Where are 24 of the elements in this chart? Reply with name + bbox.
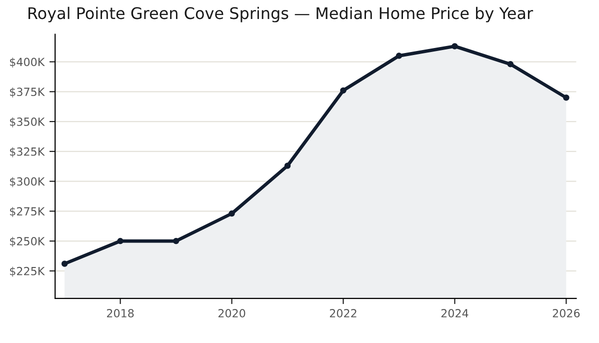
y-tick-label: $275K (10, 206, 45, 218)
y-tick-label: $350K (10, 117, 45, 128)
point (228, 210, 235, 217)
x-tick-label: 2022 (330, 309, 356, 318)
point (117, 238, 124, 244)
point (172, 238, 180, 244)
point (452, 43, 458, 50)
chart-title: Royal Pointe Green Cove Springs — Median Home Price by Year (28, 6, 534, 22)
point (340, 87, 346, 94)
x-tick-label: 2024 (441, 309, 468, 318)
x-tick-label: 2018 (106, 309, 134, 318)
point (284, 162, 291, 169)
x-tick-label: 2020 (218, 309, 246, 318)
y-tick-label: $400K (10, 58, 45, 68)
y-tick-label: $375K (10, 87, 45, 98)
y-tick-label: $225K (10, 266, 45, 277)
x-tick-label: 2026 (552, 309, 580, 318)
y-tick-label: $325K (10, 147, 45, 158)
point (61, 260, 68, 267)
point (396, 52, 402, 59)
point (507, 61, 514, 68)
point (563, 94, 570, 101)
y-tick-label: $300K (10, 177, 45, 188)
y-tick-label: $250K (10, 236, 45, 247)
